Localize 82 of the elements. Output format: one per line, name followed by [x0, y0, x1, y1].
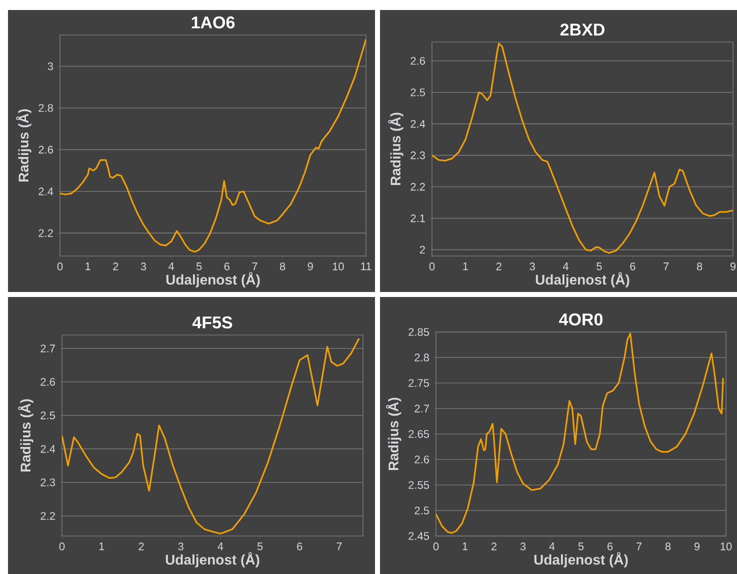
y-tick-label: 2.1 — [410, 214, 425, 222]
chart-title: 4OR0 — [559, 313, 602, 326]
x-tick-label: 3 — [530, 262, 535, 270]
x-tick-label: 1 — [462, 542, 468, 550]
line-series — [436, 332, 724, 534]
x-tick-label: 7 — [252, 262, 258, 270]
x-tick-label: 0 — [59, 542, 65, 550]
y-tick-label: 2.75 — [408, 379, 429, 387]
x-tick-label: 0 — [429, 262, 435, 270]
y-tick-label: 2.7 — [414, 404, 429, 412]
x-tick-label: 5 — [196, 262, 202, 270]
y-tick-label: 2.2 — [40, 512, 55, 520]
y-tick-label: 2.4 — [38, 188, 54, 196]
y-tick-label: 2.8 — [38, 104, 53, 112]
y-tick-label: 2.5 — [410, 88, 425, 96]
y-tick-label: 2.6 — [414, 456, 429, 464]
x-axis-title: Udaljenost (Å) — [536, 272, 630, 288]
x-tick-label: 4 — [562, 262, 569, 270]
y-tick-label: 2.55 — [408, 481, 429, 489]
x-tick-label: 2 — [496, 262, 502, 270]
y-tick-label: 2.8 — [414, 354, 429, 362]
x-tick-label: 4 — [549, 542, 555, 550]
x-tick-label: 9 — [694, 542, 700, 550]
x-tick-label: 6 — [297, 542, 302, 550]
y-tick-label: 2.4 — [40, 445, 56, 453]
x-tick-label: 6 — [608, 542, 613, 550]
chart-title: 4F5S — [192, 316, 232, 328]
x-tick-label: 0 — [433, 542, 439, 550]
x-tick-label: 5 — [596, 262, 602, 270]
x-axis-title: Udaljenost (Å) — [166, 552, 260, 568]
x-tick-label: 5 — [257, 542, 263, 550]
y-tick-label: 2.2 — [410, 182, 425, 191]
y-axis-title: Radijus (Å) — [18, 399, 34, 472]
y-tick-label: 2.4 — [410, 120, 426, 128]
x-tick-label: 10 — [720, 542, 732, 550]
y-axis-title: Radijus (Å) — [388, 112, 404, 186]
x-tick-label: 9 — [308, 262, 313, 270]
y-tick-label: 2.45 — [408, 532, 429, 540]
x-tick-label: 9 — [730, 262, 736, 270]
x-tick-label: 8 — [280, 262, 286, 270]
y-tick-label: 2.6 — [40, 378, 55, 386]
x-tick-label: 5 — [578, 542, 584, 550]
x-tick-label: 11 — [361, 262, 372, 270]
y-tick-label: 2.5 — [414, 506, 429, 514]
y-tick-label: 2.7 — [40, 344, 55, 352]
chart-title: 1AO6 — [192, 16, 235, 28]
x-tick-label: 8 — [696, 262, 702, 270]
y-tick-label: 2.2 — [38, 229, 53, 237]
x-tick-label: 4 — [168, 262, 174, 270]
x-axis-title: Udaljenost (Å) — [534, 552, 628, 568]
x-tick-label: 0 — [57, 262, 63, 270]
x-tick-label: 3 — [178, 542, 184, 550]
y-tick-label: 2.65 — [408, 430, 429, 438]
x-tick-label: 8 — [665, 542, 671, 550]
x-tick-label: 4 — [218, 542, 224, 550]
x-tick-label: 2 — [113, 262, 118, 270]
y-tick-label: 2 — [420, 246, 425, 254]
y-tick-label: 2.85 — [408, 328, 429, 336]
y-tick-label: 2.6 — [38, 146, 53, 154]
x-tick-label: 3 — [140, 262, 146, 270]
x-tick-label: 6 — [224, 262, 230, 270]
x-tick-label: 2 — [491, 542, 497, 550]
x-tick-label: 3 — [520, 542, 526, 550]
y-axis-title: Radijus (Å) — [16, 109, 32, 182]
y-tick-label: 2.3 — [40, 478, 55, 486]
x-tick-label: 2 — [138, 542, 144, 550]
line-series — [60, 38, 366, 253]
y-axis-title: Radijus (Å) — [386, 398, 402, 470]
x-tick-label: 7 — [636, 542, 642, 550]
y-tick-label: 2.3 — [410, 151, 425, 160]
x-tick-label: 1 — [463, 262, 468, 270]
x-tick-label: 7 — [664, 262, 669, 270]
chart-title: 2BXD — [560, 24, 604, 36]
x-tick-label: 1 — [99, 542, 104, 550]
x-tick-label: 10 — [332, 262, 344, 270]
x-tick-label: 6 — [630, 262, 636, 270]
x-axis-title: Udaljenost (Å) — [166, 272, 260, 288]
y-tick-label: 2.6 — [410, 57, 425, 65]
x-tick-label: 1 — [86, 262, 90, 270]
x-tick-label: 7 — [336, 542, 342, 550]
y-tick-label: 3 — [48, 62, 53, 70]
y-tick-label: 2.5 — [40, 412, 55, 420]
